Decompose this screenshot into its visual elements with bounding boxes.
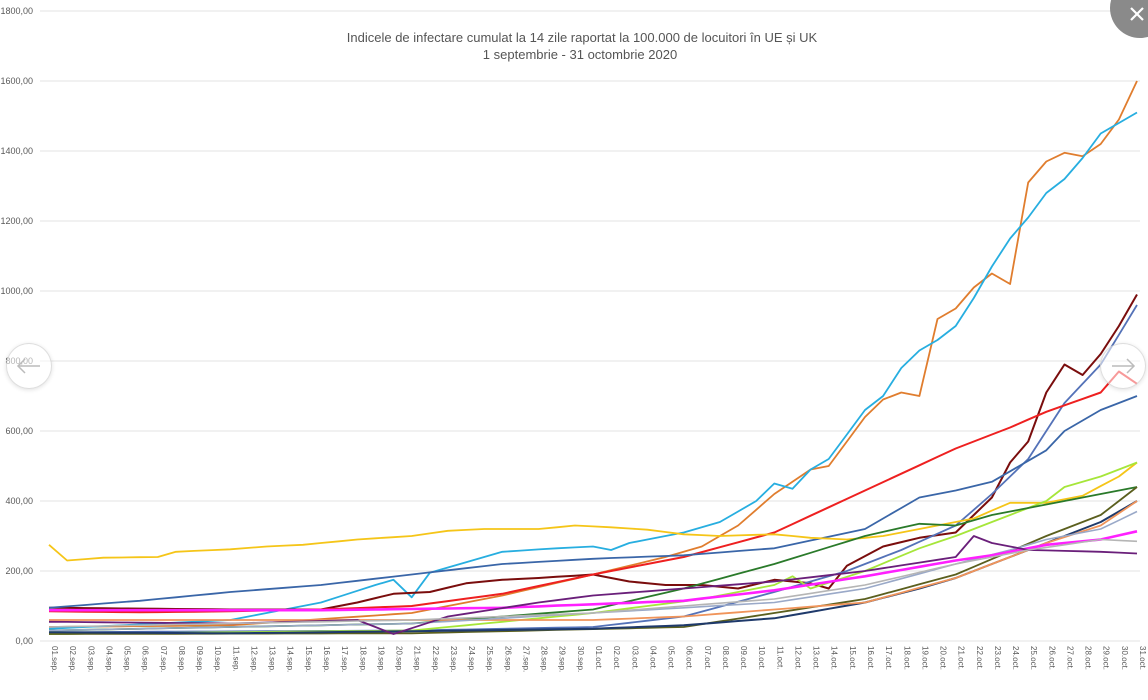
- chart-subtitle: 1 septembrie - 31 octombrie 2020: [483, 47, 677, 62]
- x-tick-label: 01.sep.: [50, 646, 59, 672]
- series-line-4: [48, 304, 1138, 634]
- x-tick-label: 27.sep.: [521, 646, 530, 672]
- x-tick-label: 12.sep.: [249, 646, 258, 672]
- x-tick-label: 28.sep.: [540, 646, 549, 672]
- x-tick-label: 01.oct.: [594, 646, 603, 670]
- series-line-8: [48, 461, 1138, 635]
- x-tick-label: 05.oct.: [667, 646, 676, 670]
- series-line-5: [48, 370, 1138, 614]
- series-line-6: [48, 395, 1138, 609]
- series-line-14: [49, 530, 1138, 612]
- x-tick-label: 07.oct.: [703, 646, 712, 670]
- x-tick-label: 10.sep.: [213, 646, 222, 672]
- x-tick-label: 18.oct.: [902, 646, 911, 670]
- x-tick-label: 29.oct.: [1102, 646, 1111, 670]
- x-tick-label: 25.sep.: [485, 646, 494, 672]
- x-tick-label: 28.oct.: [1084, 646, 1093, 670]
- x-tick-label: 24.oct.: [1011, 646, 1020, 670]
- x-tick-label: 19.sep.: [376, 646, 385, 672]
- x-tick-label: 16.sep.: [322, 646, 331, 672]
- gridlines: [40, 10, 1140, 642]
- arrow-left-icon: [16, 358, 40, 374]
- x-tick-label: 30.sep.: [576, 646, 585, 672]
- x-axis-ticks: 01.sep. 02.sep. 03.sep. 04.sep. 05.sep. 06.se…: [50, 646, 1147, 672]
- x-tick-label: 23.oct.: [993, 646, 1002, 670]
- x-tick-label: 07.sep.: [159, 646, 168, 672]
- series-line-1: [48, 80, 1138, 628]
- x-tick-label: 02.oct.: [612, 646, 621, 670]
- y-tick-label: 0,00: [15, 636, 33, 646]
- x-tick-label: 04.sep.: [104, 646, 113, 672]
- x-tick-label: 15.oct.: [848, 646, 857, 670]
- x-tick-label: 20.sep.: [395, 646, 404, 672]
- x-tick-label: 16.oct.: [866, 646, 875, 670]
- x-tick-label: 30.oct.: [1120, 646, 1129, 670]
- x-tick-label: 26.oct.: [1047, 646, 1056, 670]
- x-tick-label: 08.sep.: [177, 646, 186, 672]
- y-tick-label: 200,00: [5, 566, 33, 576]
- series-line-7: [48, 461, 1138, 562]
- close-icon: [1130, 7, 1144, 21]
- series-line-16: [48, 538, 1138, 628]
- x-tick-label: 18.sep.: [358, 646, 367, 672]
- y-tick-label: 600,00: [5, 426, 33, 436]
- x-tick-label: 29.sep.: [558, 646, 567, 672]
- x-tick-label: 06.oct.: [685, 646, 694, 670]
- close-button[interactable]: [1110, 0, 1148, 38]
- arrow-right-icon: [1112, 358, 1136, 374]
- x-tick-label: 27.oct.: [1065, 646, 1074, 670]
- x-tick-label: 13.oct.: [812, 646, 821, 670]
- previous-button[interactable]: [6, 343, 52, 389]
- x-tick-label: 19.oct.: [920, 646, 929, 670]
- series-lines: [48, 80, 1138, 635]
- y-axis-ticks: 0,00200,00400,00600,00800,001000,001200,…: [0, 6, 33, 646]
- x-tick-label: 11.sep.: [231, 646, 240, 672]
- x-tick-label: 10.oct.: [757, 646, 766, 670]
- y-tick-label: 400,00: [5, 496, 33, 506]
- x-tick-label: 22.oct.: [975, 646, 984, 670]
- next-button[interactable]: [1100, 343, 1146, 389]
- x-tick-label: 13.sep.: [268, 646, 277, 672]
- chart-title: Indicele de infectare cumulat la 14 zile…: [347, 30, 818, 45]
- x-tick-label: 14.oct.: [830, 646, 839, 670]
- x-tick-label: 17.sep.: [340, 646, 349, 672]
- x-tick-label: 21.oct.: [957, 646, 966, 670]
- x-tick-label: 03.sep.: [86, 646, 95, 672]
- y-tick-label: 1000,00: [0, 286, 33, 296]
- x-tick-label: 31.oct.: [1138, 646, 1147, 670]
- x-tick-label: 21.sep.: [413, 646, 422, 672]
- series-line-2: [48, 111, 1138, 630]
- series-line-12: [49, 500, 1138, 621]
- x-tick-label: 26.sep.: [503, 646, 512, 672]
- y-tick-label: 1800,00: [0, 6, 33, 16]
- x-tick-label: 15.sep.: [304, 646, 313, 672]
- x-tick-label: 06.sep.: [141, 646, 150, 672]
- x-tick-label: 11.oct.: [775, 646, 784, 669]
- y-tick-label: 1600,00: [0, 76, 33, 86]
- x-tick-label: 12.oct.: [793, 646, 802, 670]
- x-tick-label: 04.oct.: [648, 646, 657, 670]
- y-tick-label: 1200,00: [0, 216, 33, 226]
- x-tick-label: 05.sep.: [123, 646, 132, 672]
- x-tick-label: 09.sep.: [195, 646, 204, 672]
- x-tick-label: 20.oct.: [939, 646, 948, 670]
- series-line-3: [48, 294, 1138, 611]
- y-tick-label: 1400,00: [0, 146, 33, 156]
- x-tick-label: 14.sep.: [286, 646, 295, 672]
- x-tick-label: 23.sep.: [449, 646, 458, 672]
- x-tick-label: 02.sep.: [68, 646, 77, 672]
- x-tick-label: 08.oct.: [721, 646, 730, 670]
- x-tick-label: 17.oct.: [884, 646, 893, 670]
- x-tick-label: 22.sep.: [431, 646, 440, 672]
- x-tick-label: 03.oct.: [630, 646, 639, 670]
- x-tick-label: 25.oct.: [1029, 646, 1038, 670]
- x-tick-label: 09.oct.: [739, 646, 748, 670]
- x-tick-label: 24.sep.: [467, 646, 476, 672]
